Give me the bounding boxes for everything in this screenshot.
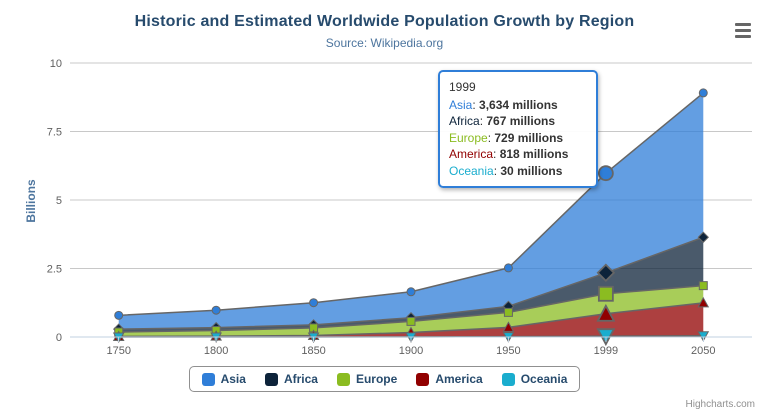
marker-oceania-2050[interactable]: [697, 331, 710, 342]
legend-label: Asia: [220, 372, 246, 386]
y-tick-label: 5: [56, 195, 62, 207]
marker-asia-1900[interactable]: [406, 287, 416, 297]
y-tick-label: 10: [50, 58, 62, 70]
legend-item-asia[interactable]: Asia: [201, 372, 246, 386]
export-menu-button[interactable]: [733, 20, 753, 40]
x-tick-label: 1750: [106, 345, 130, 357]
x-tick-label: 1950: [496, 345, 520, 357]
marker-america-1950[interactable]: [502, 321, 515, 332]
legend-box: Asia Africa Europe America Oceania: [188, 366, 581, 392]
legend-swatch-icon: [336, 372, 350, 386]
x-tick-label: 1999: [594, 345, 618, 357]
y-tick-label: 2.5: [47, 264, 62, 276]
hamburger-icon: [735, 22, 751, 26]
legend-swatch-icon: [416, 372, 430, 386]
marker-europe-1999[interactable]: [597, 285, 614, 302]
legend-label: America: [435, 372, 483, 386]
legend-label: Africa: [283, 372, 318, 386]
area-africa[interactable]: [118, 237, 704, 332]
marker-europe-2050[interactable]: [698, 281, 708, 291]
legend-item-oceania[interactable]: Oceania: [501, 372, 568, 386]
marker-africa-2050[interactable]: [697, 231, 709, 243]
marker-asia-2050[interactable]: [698, 88, 708, 98]
area-asia[interactable]: [118, 92, 704, 330]
marker-asia-1800[interactable]: [211, 305, 221, 315]
x-tick-label: 1800: [204, 345, 228, 357]
marker-asia-1950[interactable]: [503, 263, 513, 273]
chart-subtitle: Source: Wikipedia.org: [325, 36, 444, 50]
marker-america-1999[interactable]: [596, 303, 616, 322]
marker-asia-1750[interactable]: [114, 310, 124, 320]
legend-swatch-icon: [501, 372, 515, 386]
y-tick-label: 7.5: [47, 127, 62, 139]
credits-link[interactable]: Highcharts.com: [685, 399, 755, 410]
legend: Asia Africa Europe America Oceania: [0, 366, 769, 392]
legend-label: Europe: [355, 372, 398, 386]
legend-swatch-icon: [264, 372, 278, 386]
legend-swatch-icon: [201, 372, 215, 386]
legend-item-europe[interactable]: Europe: [336, 372, 398, 386]
x-tick-label: 1900: [399, 345, 423, 357]
hamburger-icon: [735, 34, 751, 38]
marker-africa-1999[interactable]: [596, 263, 616, 283]
marker-america-2050[interactable]: [697, 296, 710, 308]
chart-title: Historic and Estimated Worldwide Populat…: [134, 13, 635, 30]
legend-label: Oceania: [520, 372, 568, 386]
marker-europe-1950[interactable]: [503, 307, 513, 317]
area-america[interactable]: [118, 302, 704, 337]
legend-item-america[interactable]: America: [416, 372, 483, 386]
marker-asia-1850[interactable]: [309, 298, 319, 308]
x-tick-label: 1850: [301, 345, 325, 357]
hamburger-icon: [735, 28, 751, 32]
marker-asia-1999[interactable]: [597, 165, 614, 182]
marker-europe-1900[interactable]: [406, 316, 416, 326]
x-tick-label: 2050: [691, 345, 715, 357]
legend-item-africa[interactable]: Africa: [264, 372, 318, 386]
y-tick-label: 0: [56, 332, 62, 344]
